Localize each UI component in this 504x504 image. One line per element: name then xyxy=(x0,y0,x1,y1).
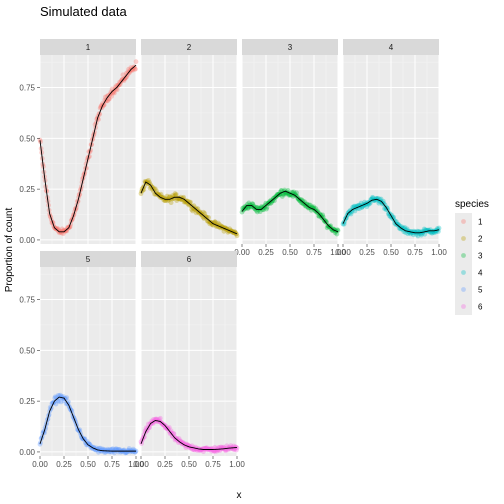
data-point xyxy=(235,233,240,238)
x-tick-label: 0.50 xyxy=(383,248,399,257)
x-tick-label: 0.75 xyxy=(205,460,221,469)
y-tick-label: 0.75 xyxy=(19,84,35,93)
facet-strip-label: 4 xyxy=(389,43,394,52)
legend: species 1 2 3 4 5 6 xyxy=(455,199,489,315)
legend-item-5: 5 xyxy=(455,281,483,298)
legend-title: species xyxy=(455,199,489,210)
x-tick-label: 0.00 xyxy=(133,460,149,469)
facet-strip-label: 1 xyxy=(86,43,91,52)
y-tick-label: 0.00 xyxy=(19,236,35,245)
x-tick-label: 0.75 xyxy=(104,460,120,469)
legend-item-6: 6 xyxy=(455,298,483,315)
x-tick-label: 1.00 xyxy=(431,248,447,257)
y-tick-label: 0.75 xyxy=(19,296,35,305)
legend-key-point xyxy=(461,270,466,275)
legend-item-1: 1 xyxy=(455,213,483,230)
facet-strip-label: 3 xyxy=(288,43,293,52)
legend-label: 1 xyxy=(478,218,483,227)
x-tick-label: 0.25 xyxy=(56,460,72,469)
y-axis-title: Proportion of count xyxy=(4,208,15,293)
x-tick-label: 0.50 xyxy=(282,248,298,257)
facet-strip-label: 5 xyxy=(86,255,91,264)
data-point xyxy=(158,416,163,421)
legend-item-2: 2 xyxy=(455,230,483,247)
x-tick-label: 0.25 xyxy=(258,248,274,257)
x-tick-label: 0.25 xyxy=(359,248,375,257)
x-tick-label: 1.00 xyxy=(229,460,245,469)
facet-panel-1: 1 0.00 0.25 0.50 0.75 xyxy=(19,39,138,245)
legend-item-4: 4 xyxy=(455,264,483,281)
y-tick-label: 0.50 xyxy=(19,346,35,355)
facet-strip-label: 6 xyxy=(187,255,192,264)
data-point xyxy=(336,228,341,233)
legend-key-point xyxy=(461,219,466,224)
facet-strip-label: 2 xyxy=(187,43,192,52)
x-tick-label: 0.00 xyxy=(335,248,351,257)
legend-label: 5 xyxy=(478,286,483,295)
data-point xyxy=(206,215,211,220)
x-tick-label: 0.50 xyxy=(80,460,96,469)
legend-label: 2 xyxy=(478,235,483,244)
y-tick-label: 0.25 xyxy=(19,185,35,194)
x-tick-label: 0.75 xyxy=(407,248,423,257)
x-axis-title: x xyxy=(237,490,242,501)
facet-panel-3: 30.00 0.25 0.50 0.75 1.00 xyxy=(234,39,346,257)
legend-key-point xyxy=(461,236,466,241)
facet-panel-4: 4 0.00 0.25 0.50 0.75 1.00 xyxy=(335,39,447,257)
data-point xyxy=(134,59,139,64)
y-tick-label: 0.00 xyxy=(19,448,35,457)
y-tick-label: 0.50 xyxy=(19,134,35,143)
facet-panel-2: 2 xyxy=(139,39,240,244)
x-tick-label: 0.50 xyxy=(181,460,197,469)
legend-key-point xyxy=(461,287,466,292)
legend-label: 4 xyxy=(478,269,483,278)
x-tick-label: 0.25 xyxy=(157,460,173,469)
legend-label: 6 xyxy=(478,303,483,312)
x-tick-label: 0.00 xyxy=(32,460,48,469)
facet-panel-6: 6 0.00 0.25 0.50 0.75 1.00 xyxy=(133,251,245,469)
facet-panel-5: 5 0.00 0.25 0.50 0.75 0.00 0.25 0.50 0.75 1.00 xyxy=(19,251,144,469)
data-point xyxy=(188,200,193,205)
legend-label: 3 xyxy=(478,252,483,261)
y-tick-label: 0.25 xyxy=(19,397,35,406)
legend-item-3: 3 xyxy=(455,247,483,264)
chart-title: Simulated data xyxy=(40,4,127,19)
x-tick-label: 0.75 xyxy=(306,248,322,257)
legend-key-point xyxy=(461,304,466,309)
facet-panels: 10.000.250.500.752 30.00 0.25 0.50 0.75 1.004… xyxy=(19,39,447,469)
legend-key-point xyxy=(461,253,466,258)
